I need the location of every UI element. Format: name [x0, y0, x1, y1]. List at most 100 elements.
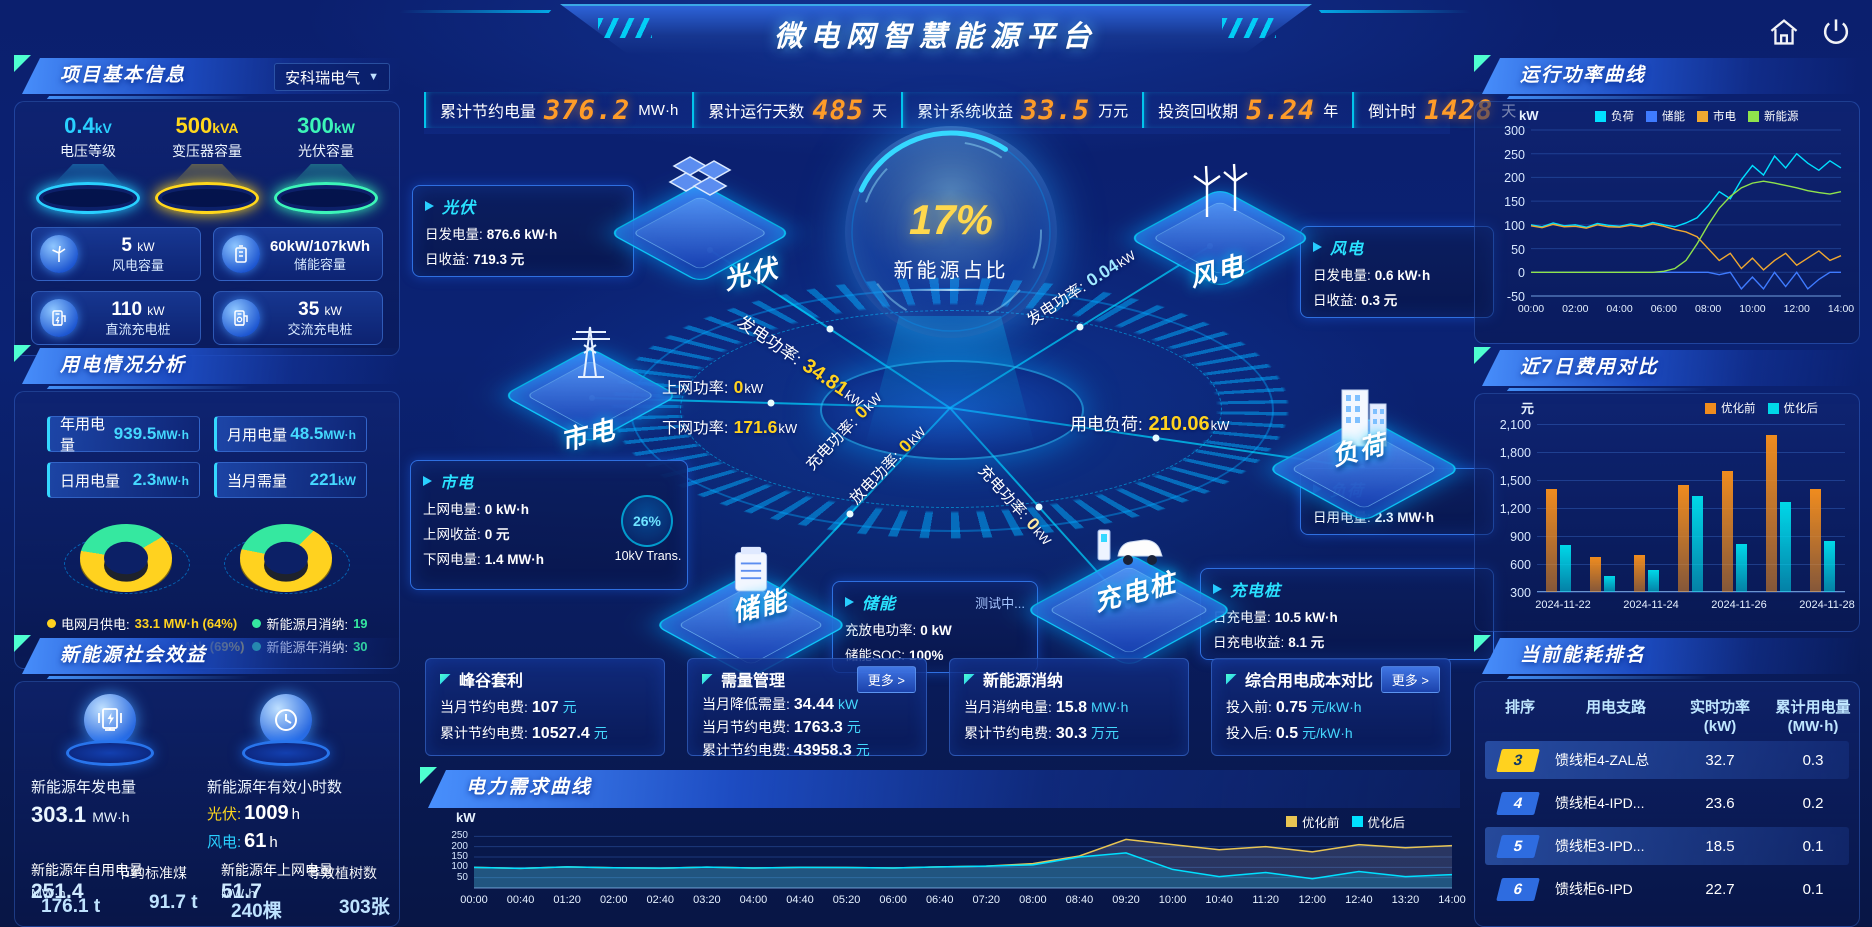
- branch-name: 馈线柜4-ZAL总: [1555, 752, 1650, 768]
- corner-mark-icon: [1474, 55, 1491, 72]
- card-row: 累计节约电费: 43958.3 元: [702, 742, 870, 759]
- legend-item[interactable]: 新能源月消纳: 19 MW·h (36%): [252, 614, 367, 633]
- kpi-label: 累计运行天数: [708, 104, 805, 121]
- card-title: 综合用电成本对比: [1245, 673, 1374, 690]
- card-row: 投入前: 0.75 元/kW·h: [1226, 699, 1362, 716]
- table-row[interactable]: 6 馈线柜6-IPD 22.7 0.1: [1485, 870, 1849, 908]
- table-row[interactable]: 4 馈线柜4-IPD... 23.6 0.2: [1485, 784, 1849, 822]
- y-axis-tick: 200: [1504, 171, 1525, 186]
- info-row: 日收益: 0.3 元: [1313, 293, 1398, 308]
- capacity-spotlight: 500kVA 变压器容量: [150, 114, 264, 214]
- x-axis-tick: 14:00: [1438, 894, 1466, 906]
- bar-优化后: [1692, 495, 1703, 592]
- usage-stat: 当月需量 221kW: [214, 462, 367, 498]
- x-axis-tick: 02:00: [1562, 303, 1589, 315]
- benefit-value: 303.1 MW·h: [31, 802, 130, 827]
- total-energy: 0.1: [1802, 880, 1824, 898]
- usage-stat: 年用电量 939.5MW·h: [47, 416, 200, 454]
- legend-item[interactable]: 市电: [1697, 108, 1736, 124]
- benefit-hours-col: 新能源年有效小时数 光伏: 1009 h 风电: 61 h: [207, 692, 383, 853]
- panel-cost-compare: 近7日费用对比 元 2,100 1,800 1,500 1,200 900 600 300 20…: [1474, 347, 1860, 632]
- bolt-decoration-icon: [598, 18, 652, 38]
- flow-label: 下网功率: 171.6kW: [662, 417, 798, 437]
- panel-usage-analysis: 用电情况分析 年用电量 939.5MW·h 月用电量 48.5MW·h 日用电量 2.3M…: [14, 345, 400, 669]
- capacity-card-label: 直流充电桩: [105, 322, 171, 337]
- card-row: 累计节约电费: 30.3 万元: [964, 725, 1120, 742]
- capacity-card: 35 kW 交流充电桩: [213, 291, 383, 345]
- power-icon[interactable]: [1820, 16, 1852, 48]
- info-row: 日发电量: 876.6 kW·h: [425, 227, 558, 242]
- total-energy: 0.2: [1802, 794, 1824, 812]
- benefit-label: 新能源年有效小时数: [207, 779, 343, 796]
- rank-badge: 6: [1496, 877, 1540, 901]
- y-axis-tick: 2,100: [1499, 418, 1531, 432]
- legend-item[interactable]: 负荷: [1595, 108, 1634, 124]
- arrow-icon: [1213, 584, 1222, 594]
- pedestal-base: [242, 740, 330, 766]
- energy-sphere: [845, 126, 1057, 338]
- usage-stat: 月用电量 48.5MW·h: [214, 416, 367, 452]
- table-row[interactable]: 5 馈线柜3-IPD... 18.5 0.1: [1485, 827, 1849, 865]
- chart-legend: 优化前 优化后: [1286, 812, 1405, 831]
- y-axis-tick: 1,200: [1499, 502, 1531, 516]
- kpi-value: 376.2: [544, 94, 631, 126]
- x-axis-tick: 05:20: [832, 894, 861, 906]
- y-axis-tick: 50: [1511, 242, 1525, 257]
- x-axis-tick: 01:20: [553, 894, 581, 906]
- top-bar: 微电网智慧能源平台: [0, 0, 1872, 58]
- wind-info-box: 风电 日发电量: 0.6 kW·h 日收益: 0.3 元: [1300, 226, 1494, 318]
- spotlight-label: 光伏容量: [298, 143, 354, 159]
- bar-优化前: [1766, 435, 1777, 592]
- capacity-cards: 5 kW 风电容量 60kW/107kWh 储能容量 110 kW 直流充电桩 35 kW 交…: [31, 227, 383, 345]
- legend-item[interactable]: 新能源: [1748, 108, 1799, 124]
- node-grid: 市电: [502, 326, 679, 458]
- more-button[interactable]: 更多 >: [856, 666, 916, 693]
- bar-优化后: [1604, 576, 1615, 592]
- corner-mark-icon: [702, 673, 713, 685]
- pedestal-base: [66, 740, 154, 766]
- legend-item[interactable]: 储能: [1646, 108, 1685, 124]
- capacity-card-label: 风电容量: [111, 258, 164, 273]
- x-axis-tick: 12:40: [1345, 894, 1373, 906]
- legend-item[interactable]: 电网月供电: 33.1 MW·h (64%): [47, 614, 244, 633]
- legend-item[interactable]: 优化后: [1767, 400, 1818, 416]
- y-axis-tick: 50: [456, 871, 468, 883]
- legend-item[interactable]: 优化前: [1286, 812, 1340, 831]
- x-axis-tick: 02:40: [646, 894, 675, 906]
- y-axis-tick: 600: [1510, 558, 1531, 572]
- bar-优化后: [1648, 569, 1659, 592]
- bolt-decoration-icon: [1222, 18, 1276, 38]
- y-axis-tick: 1,500: [1499, 474, 1531, 488]
- page-title: 微电网智慧能源平台: [773, 21, 1098, 53]
- donut-month: [62, 510, 192, 606]
- info-row: 充放电功率: 0 kW: [845, 623, 952, 638]
- demand-chart-header: 电力需求曲线: [420, 767, 1460, 808]
- wind-turbine-icon: [40, 235, 78, 273]
- x-axis-tick: 14:00: [1827, 303, 1855, 315]
- x-axis-tick: 04:00: [1606, 303, 1633, 315]
- grid-info-box: 市电 上网电量: 0 kW·h 上网收益: 0 元下网电量: 1.4 MW·h 26% …: [410, 460, 688, 590]
- power-line-chart: [1530, 129, 1842, 297]
- capacity-spotlights: 0.4kV 电压等级 500kVA 变压器容量 300kW 光伏容量: [31, 114, 383, 214]
- corner-mark-icon: [1474, 347, 1491, 364]
- bar-优化后: [1824, 540, 1835, 592]
- benefit-hours-row: 风电: 61 h: [207, 830, 278, 852]
- corner-mark-icon: [440, 673, 451, 685]
- home-icon[interactable]: [1768, 16, 1800, 48]
- x-axis-tick: 2024-11-26: [1711, 599, 1767, 611]
- legend-item[interactable]: 优化后: [1351, 812, 1405, 831]
- table-row[interactable]: 3 馈线柜4-ZAL总 32.7 0.3: [1485, 741, 1849, 779]
- info-row: 下网电量: 1.4 MW·h: [423, 552, 545, 567]
- flow-label: 用电负荷: 210.06kW: [1070, 413, 1230, 435]
- flow-label: 上网功率: 0kW: [662, 377, 764, 397]
- kpi-value: 485: [812, 94, 865, 126]
- y-axis-tick: 100: [451, 861, 468, 873]
- kpi-stat: 投资回收期 5.24 年: [1142, 92, 1352, 128]
- panel-title: 当前能耗排名: [1520, 645, 1647, 666]
- legend-item[interactable]: 优化前: [1705, 400, 1756, 416]
- more-button[interactable]: 更多 >: [1380, 666, 1440, 693]
- x-axis-tick: 10:40: [1205, 894, 1233, 906]
- kpi-stats-bar: 累计节约电量 376.2 MW·h 累计运行天数 485 天累计系统收益 33.5 万元 投资回…: [424, 86, 1516, 134]
- y-axis-tick: 900: [1510, 530, 1531, 544]
- company-select[interactable]: 安科瑞电气 ▼: [274, 63, 390, 91]
